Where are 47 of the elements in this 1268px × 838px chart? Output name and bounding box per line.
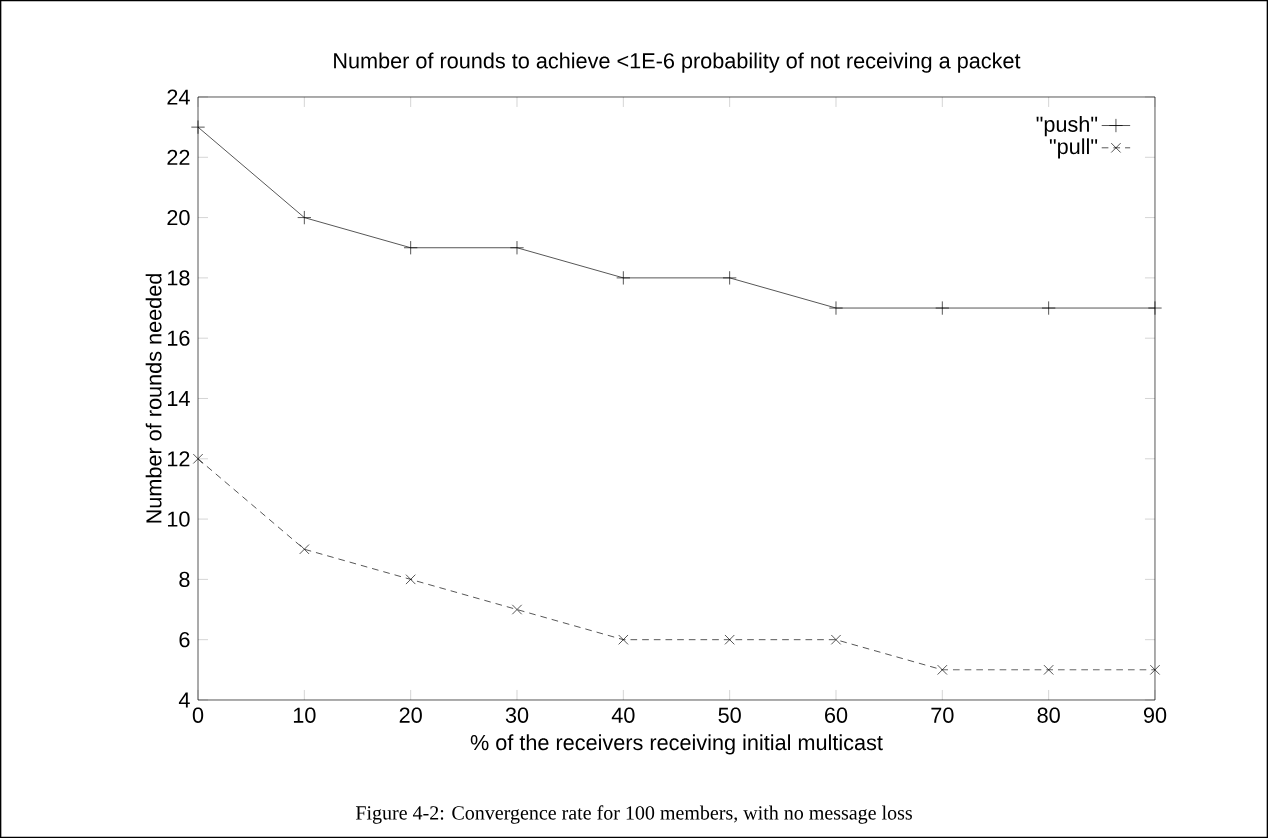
point (1041, 301, 1056, 316)
y-tick-label: 10 (168, 511, 190, 527)
x-tick-label: 30 (505, 707, 529, 723)
point (828, 301, 843, 316)
x-tick-label: 10 (293, 707, 316, 723)
point (724, 634, 735, 645)
point (299, 544, 310, 555)
y-tick-label: 18 (168, 270, 190, 286)
y-tick-label: 24 (167, 89, 190, 105)
y-tick-label: 8 (179, 571, 190, 588)
y-tick-label: 22 (167, 149, 190, 165)
y-tick-label: 20 (167, 209, 190, 226)
point (618, 634, 629, 645)
point (405, 574, 416, 585)
point (509, 240, 524, 255)
x-tick-label: 50 (718, 707, 741, 723)
point (511, 604, 523, 615)
x-tick-label: 80 (1037, 707, 1060, 723)
chart-title: Number of rounds to achieve <1E-6 probability of not receiving a packet (334, 52, 1021, 73)
caption: Figure 4-2: Convergence rate for 100 members, with no message loss (355, 805, 912, 824)
x-tick-label: 20 (399, 707, 422, 723)
y-tick-label: 16 (168, 330, 190, 346)
point (616, 270, 631, 285)
point (935, 301, 950, 316)
y-tick-label: 14 (168, 391, 190, 406)
legend-label: "pull" (1049, 138, 1098, 159)
legend-label: "push" (1036, 116, 1098, 137)
y-tick-label: 4 (178, 692, 190, 708)
y-tick-label: 6 (179, 632, 190, 648)
x-tick-label: 60 (825, 707, 848, 723)
y-tick-label: 12 (168, 451, 190, 467)
x-tick-label: 70 (931, 707, 954, 723)
y-axis-title: Number of rounds needed (145, 274, 162, 523)
point (403, 240, 418, 255)
x-axis-title: % of the receivers receiving initial multicast (470, 734, 883, 755)
point (297, 210, 312, 225)
x-tick-label: 0 (192, 707, 204, 723)
point (1043, 664, 1054, 675)
point (1149, 664, 1161, 675)
x-tick-label: 40 (611, 707, 635, 723)
point (191, 120, 206, 135)
x-tick-label: 90 (1143, 707, 1167, 723)
point (1147, 301, 1162, 316)
point (722, 270, 737, 285)
point (830, 634, 842, 645)
point (192, 453, 204, 464)
point (937, 664, 948, 675)
